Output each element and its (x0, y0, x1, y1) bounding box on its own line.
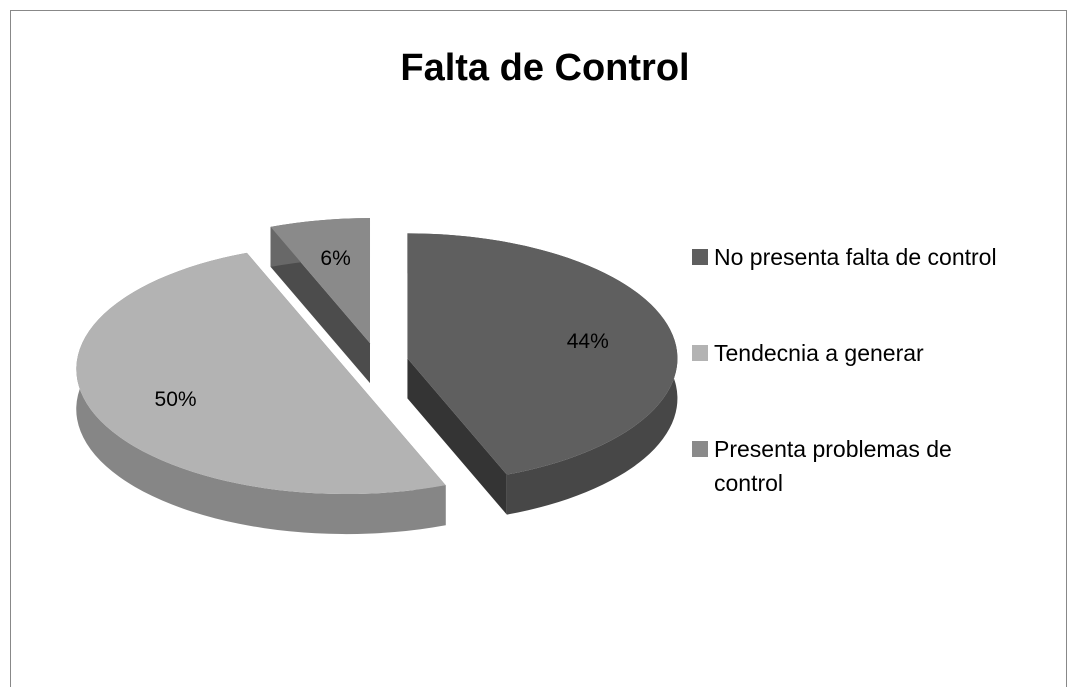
legend-swatch (692, 345, 708, 361)
pie-slice (407, 233, 678, 475)
pie-slice (270, 218, 371, 344)
data-label: 6% (320, 247, 350, 270)
legend-item: Presenta problemas de control (692, 432, 1022, 500)
legend-label: Tendecnia a generar (714, 340, 924, 366)
legend-swatch (692, 249, 708, 265)
legend-label: Presenta problemas de control (714, 436, 952, 496)
pie-side-wall (270, 226, 371, 384)
legend-label: No presenta falta de control (714, 244, 997, 270)
legend-swatch (692, 441, 708, 457)
legend: No presenta falta de control Tendecnia a … (692, 240, 1022, 562)
chart-title: Falta de Control (400, 47, 689, 89)
legend-item: No presenta falta de control (692, 240, 1022, 274)
legend-item: Tendecnia a generar (692, 336, 1022, 370)
pie-outer-wall (76, 252, 446, 535)
data-label: 44% (567, 330, 609, 353)
pie-slice (76, 252, 446, 495)
data-label: 50% (155, 388, 197, 411)
pie-side-wall (407, 358, 507, 515)
